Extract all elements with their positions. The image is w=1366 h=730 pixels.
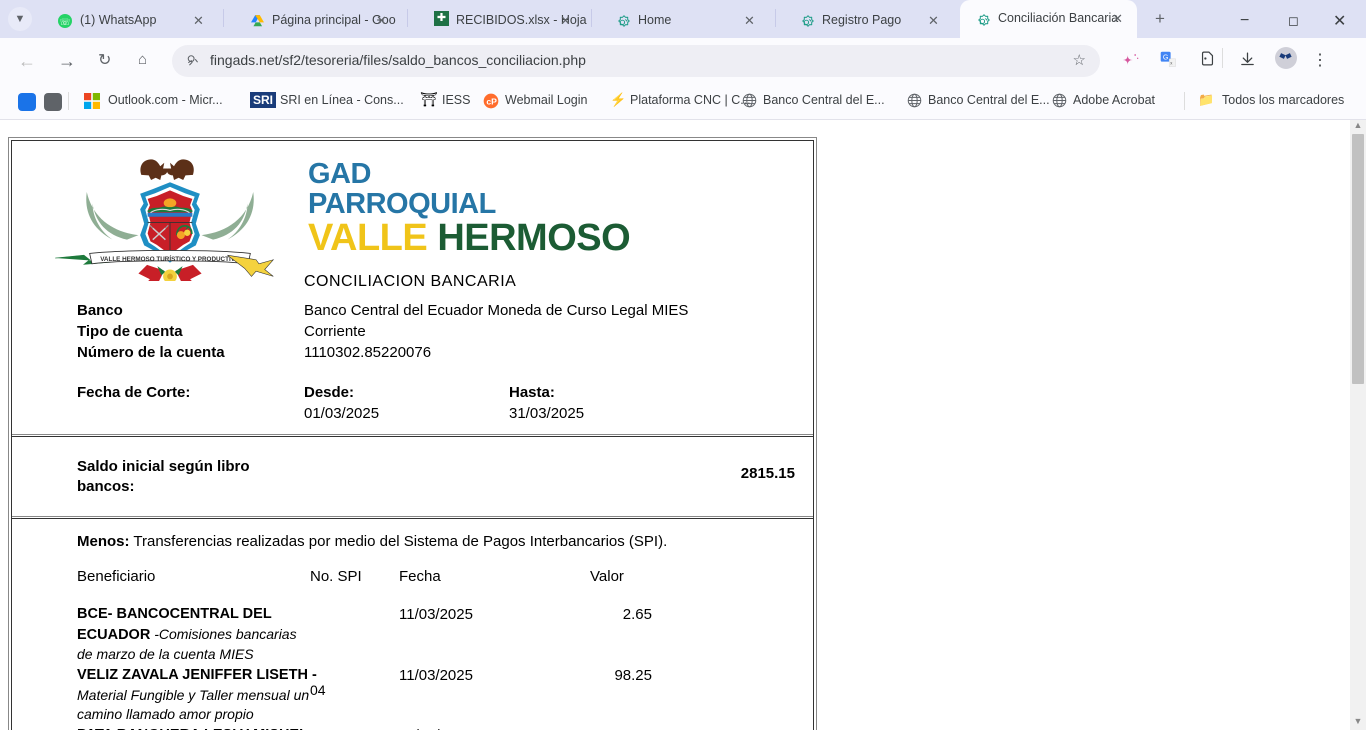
svg-text:G: G <box>1163 54 1169 62</box>
svg-text:cP: cP <box>486 96 497 106</box>
